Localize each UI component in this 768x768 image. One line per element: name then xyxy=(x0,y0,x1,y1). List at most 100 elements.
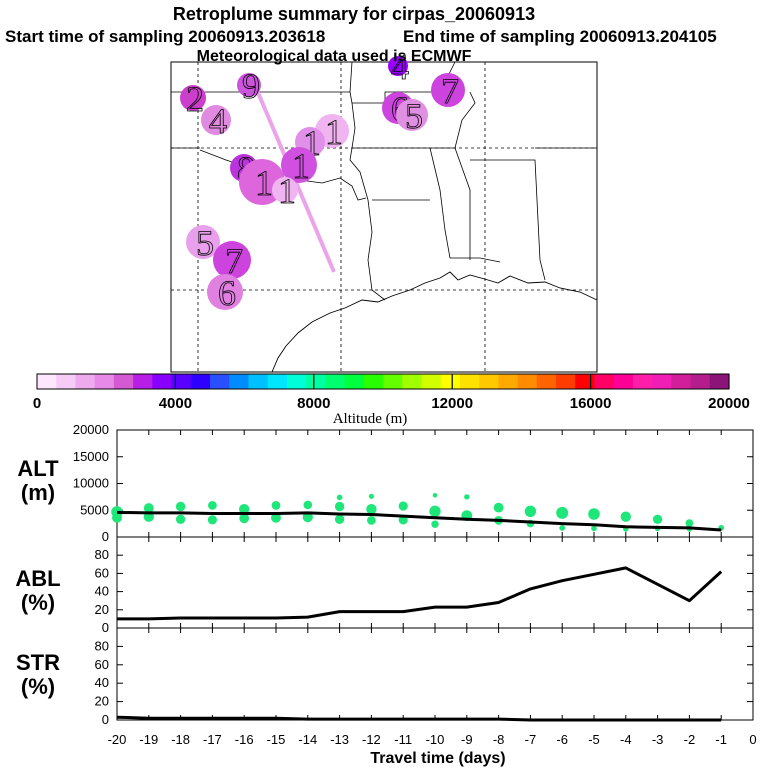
x-tick-label--18: -18 xyxy=(171,732,190,747)
colorbar-tick-8000: 8000 xyxy=(297,395,330,412)
abl-panel: 80 60 40 20 0 xyxy=(95,536,754,635)
map-marker-14 xyxy=(431,73,465,107)
altitude-point xyxy=(367,516,376,525)
colorbar-swatch xyxy=(459,374,480,389)
colorbar-tick-0: 0 xyxy=(33,395,41,412)
altitude-point xyxy=(207,515,217,525)
x-tick-label--7: -7 xyxy=(525,732,537,747)
alt-panel: 20000 15000 10000 5000 0 xyxy=(73,422,754,544)
map-marker-label-12: 6 xyxy=(218,273,236,313)
colorbar-swatch xyxy=(286,374,307,389)
y-tick-label: 0 xyxy=(102,620,109,635)
colorbar-swatch xyxy=(267,374,288,389)
y-tick-label: 15000 xyxy=(73,449,109,464)
y-tick-label: 20 xyxy=(95,694,109,709)
str-panel: 80 60 40 20 0 xyxy=(95,627,754,727)
str-label: STR xyxy=(16,650,60,675)
colorbar-swatch xyxy=(575,374,596,389)
altitude-point xyxy=(368,493,374,499)
title-met-data: Meteorological data used is ECMWF xyxy=(197,48,472,65)
map-marker-9 xyxy=(272,177,298,203)
map-marker-label-8: 1 xyxy=(255,163,273,203)
title-end-time: End time of sampling 20060913.204105 xyxy=(403,27,717,46)
altitude-point xyxy=(303,500,313,510)
colorbar-swatch xyxy=(440,374,461,389)
colorbar-swatch xyxy=(190,374,211,389)
str-unit: (%) xyxy=(21,674,55,699)
map-marker-label-10: 5 xyxy=(196,223,214,263)
abl-unit: (%) xyxy=(21,590,55,615)
title-start-time: Start time of sampling 20060913.203618 xyxy=(5,27,325,46)
x-tick-label--19: -19 xyxy=(139,732,158,747)
altitude-point xyxy=(432,493,438,498)
x-tick-label--9: -9 xyxy=(461,732,473,747)
colorbar-swatch xyxy=(37,374,57,389)
altitude-point xyxy=(493,502,504,513)
map-marker-11 xyxy=(213,241,251,279)
altitude-point xyxy=(334,501,345,512)
altitude-point xyxy=(175,501,186,512)
alt-series-line xyxy=(116,510,722,532)
x-tick-label--16: -16 xyxy=(235,732,254,747)
y-tick-label: 20000 xyxy=(73,422,109,437)
abl-label: ABL xyxy=(15,566,60,591)
x-tick-label--14: -14 xyxy=(298,732,317,747)
colorbar-tick-4000: 4000 xyxy=(159,395,192,412)
colorbar-swatch xyxy=(613,374,634,389)
colorbar-frame xyxy=(36,373,730,390)
colorbar-swatch xyxy=(210,374,230,389)
altitude-colorbar: 0 4000 8000 12000 16000 20000 xyxy=(33,373,750,412)
y-tick-label: 40 xyxy=(95,584,109,599)
altitude-point xyxy=(559,525,566,531)
altitude-point xyxy=(239,504,250,515)
map-marker-3 xyxy=(237,73,261,97)
x-tick-label--10: -10 xyxy=(426,732,445,747)
map-marker-label-4: 1 xyxy=(325,112,343,152)
map-marker-label-2: 4 xyxy=(209,101,227,141)
time-series-panels: 20000 15000 10000 5000 0 80 60 40 20 0 80 60 40 20 0 -2… xyxy=(73,422,757,747)
colorbar-swatch xyxy=(344,374,365,389)
altitude-point xyxy=(464,494,470,500)
colorbar-swatch xyxy=(152,374,173,389)
map-marker-label-6: 1 xyxy=(292,146,310,186)
colorbar-swatch xyxy=(56,374,77,389)
map-marker-16 xyxy=(396,99,428,131)
colorbar-swatch xyxy=(652,374,672,389)
colorbar-swatch xyxy=(325,374,346,389)
x-tick-label--2: -2 xyxy=(684,732,696,747)
altitude-point xyxy=(239,513,250,524)
altitude-point xyxy=(336,494,343,501)
altitude-point xyxy=(398,501,408,511)
map-coastline xyxy=(271,271,598,373)
map-panel: 2491118115764765 xyxy=(170,47,598,373)
map-marker-label-16: 5 xyxy=(405,96,423,136)
altitude-point xyxy=(271,512,281,523)
colorbar-swatch xyxy=(363,374,384,389)
colorbar-swatch xyxy=(536,374,557,389)
altitude-point xyxy=(620,511,631,522)
colorbar-tick-12000: 12000 xyxy=(431,395,473,412)
colorbar-swatch xyxy=(133,374,153,389)
colorbar-swatch xyxy=(248,374,269,389)
colorbar-swatch xyxy=(402,374,423,389)
y-tick-label: 40 xyxy=(95,675,109,690)
colorbar-swatch xyxy=(171,374,192,389)
colorbar-swatch xyxy=(421,374,442,389)
colorbar-swatch xyxy=(113,374,134,389)
altitude-point xyxy=(302,512,313,523)
x-tick-label--3: -3 xyxy=(652,732,664,747)
colorbar-swatch xyxy=(709,374,730,389)
map-marker-label-3: 9 xyxy=(242,66,260,106)
x-tick-label--6: -6 xyxy=(556,732,568,747)
x-axis-label: Travel time (days) xyxy=(370,750,505,767)
colorbar-tick-20000: 20000 xyxy=(708,395,750,412)
colorbar-swatch xyxy=(498,374,519,389)
altitude-point xyxy=(652,514,663,524)
abl-frame xyxy=(116,536,754,629)
colorbar-swatch xyxy=(383,374,403,389)
altitude-point xyxy=(366,504,377,515)
map-marker-label-9: 1 xyxy=(278,171,296,211)
y-tick-label: 0 xyxy=(102,712,109,727)
x-tick-label--13: -13 xyxy=(330,732,349,747)
